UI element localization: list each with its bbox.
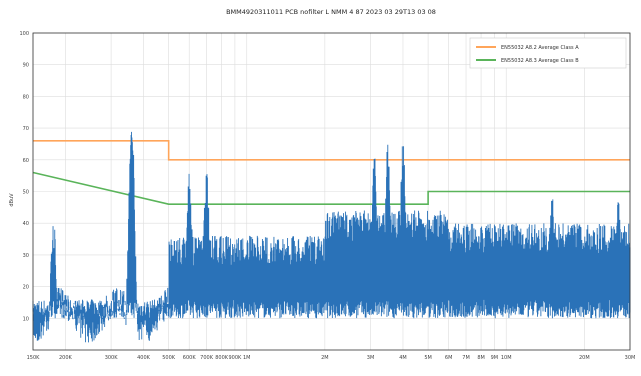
x-tick-label: 3M <box>367 355 375 361</box>
x-tick-label: 800K <box>215 355 229 361</box>
x-tick-label: 20M <box>579 355 590 361</box>
y-tick-labels: 10 20 30 40 50 60 70 80 90 100 <box>19 31 29 322</box>
y-tick-label: 60 <box>23 158 29 164</box>
x-tick-label: 9M <box>491 355 499 361</box>
legend: EN55032 A8.2 Average Class A EN55032 A8.3… <box>469 37 627 69</box>
limit-lines <box>32 139 630 205</box>
x-tick-label: 500K <box>162 355 176 361</box>
legend-box <box>469 37 627 69</box>
y-tick-label: 90 <box>23 63 29 69</box>
y-tick-label: 40 <box>23 221 29 227</box>
x-tick-label: 2M <box>321 355 329 361</box>
x-tick-label: 300K <box>105 355 119 361</box>
x-tick-label: 400K <box>137 355 151 361</box>
y-tick-label: 70 <box>23 126 29 132</box>
y-axis-label: dBuV <box>9 193 15 207</box>
y-tick-label: 10 <box>23 316 29 322</box>
x-tick-labels: 150K 200K 300K 400K 500K 600K 700K 800K 900K 1M 2M… <box>27 355 636 361</box>
limit-line-1 <box>32 171 630 205</box>
y-tick-label: 100 <box>19 31 29 37</box>
x-tick-label: 600K <box>183 355 197 361</box>
x-tick-label: 150K <box>27 355 41 361</box>
x-tick-label: 900K <box>228 355 242 361</box>
x-tick-label: 6M <box>445 355 453 361</box>
y-tick-label: 50 <box>23 190 29 196</box>
legend-entry: EN55032 A8.2 Average Class A <box>501 45 579 51</box>
x-tick-label: 8M <box>477 355 485 361</box>
x-tick-label: 7M <box>462 355 470 361</box>
x-tick-label: 5M <box>424 355 432 361</box>
x-tick-label: 1M <box>243 355 251 361</box>
x-tick-label: 10M <box>501 355 512 361</box>
limit-line-0 <box>33 139 630 161</box>
y-tick-label: 20 <box>23 285 29 291</box>
y-tick-label: 30 <box>23 253 29 259</box>
chart-title: BMM4920311011 PCB nofilter L NMM 4 87 20… <box>226 8 436 16</box>
x-tick-label: 4M <box>399 355 407 361</box>
y-tick-label: 80 <box>23 94 29 100</box>
x-tick-label: 700K <box>200 355 214 361</box>
plot-frame <box>32 32 631 351</box>
legend-entry: EN55032 A8.3 Average Class B <box>501 58 579 64</box>
x-tick-label: 200K <box>59 355 73 361</box>
x-tick-label: 30M <box>625 355 636 361</box>
